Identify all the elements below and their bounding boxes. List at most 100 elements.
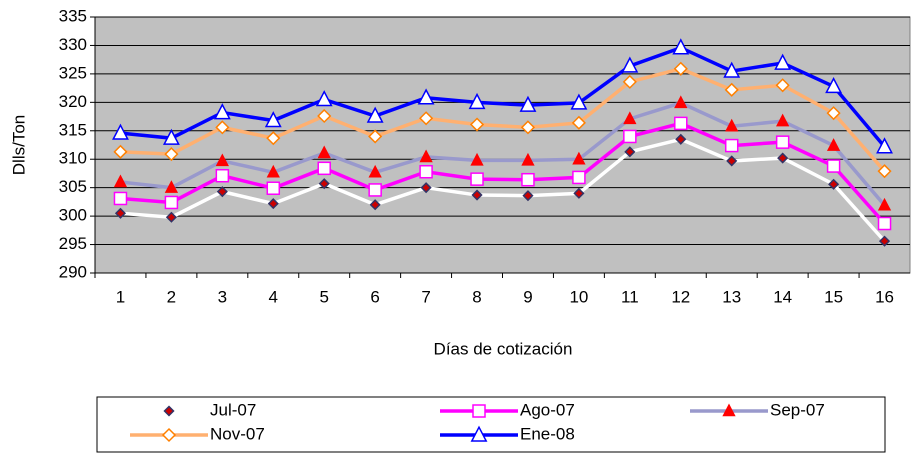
marker <box>162 128 180 145</box>
marker <box>315 90 333 107</box>
legend-box <box>96 396 886 453</box>
marker <box>163 405 175 417</box>
legend-label: Sep-07 <box>770 400 825 419</box>
marker <box>164 195 179 210</box>
marker <box>165 211 177 223</box>
marker <box>369 199 381 211</box>
series-line <box>120 66 886 173</box>
marker <box>470 425 488 442</box>
x-tick-label: 12 <box>671 287 690 306</box>
x-tick-label: 5 <box>319 287 328 306</box>
marker <box>723 61 741 78</box>
marker <box>724 138 739 153</box>
marker <box>521 152 535 166</box>
marker <box>826 106 841 121</box>
y-tick-label: 335 <box>59 6 87 25</box>
marker <box>726 155 738 167</box>
x-tick-label: 11 <box>621 287 639 306</box>
marker <box>469 117 485 132</box>
x-tick-label: 13 <box>722 287 741 306</box>
marker <box>520 120 536 135</box>
marker <box>420 182 432 194</box>
marker <box>673 61 688 76</box>
marker <box>775 135 790 149</box>
marker <box>267 198 279 210</box>
marker <box>876 137 893 154</box>
marker <box>216 186 228 198</box>
y-tick-label: 310 <box>59 149 87 168</box>
marker <box>368 164 382 178</box>
marker <box>519 95 537 112</box>
x-tick-label: 10 <box>569 287 588 306</box>
marker <box>468 92 486 110</box>
marker <box>571 115 586 130</box>
x-tick-label: 6 <box>370 287 379 306</box>
marker <box>522 190 534 202</box>
marker <box>317 161 331 176</box>
marker <box>419 149 433 163</box>
marker <box>776 113 790 127</box>
x-tick-label: 15 <box>824 287 843 306</box>
legend-label: Jul-07 <box>210 400 256 419</box>
marker <box>266 131 281 146</box>
marker <box>318 178 330 190</box>
y-tick-label: 300 <box>59 206 87 225</box>
marker <box>317 108 332 124</box>
x-axis-label: Días de cotización <box>434 339 573 358</box>
y-tick-label: 315 <box>59 120 87 139</box>
marker <box>417 88 435 105</box>
y-tick-label: 290 <box>59 262 87 281</box>
marker <box>213 103 231 120</box>
x-tick-label: 7 <box>421 287 430 306</box>
x-tick-label: 16 <box>875 287 894 306</box>
x-tick-label: 8 <box>472 287 481 306</box>
x-tick-label: 4 <box>269 287 278 306</box>
marker <box>112 123 129 140</box>
marker <box>621 56 639 73</box>
marker <box>113 174 128 188</box>
marker <box>774 53 792 70</box>
marker <box>368 183 382 197</box>
marker <box>368 129 383 144</box>
series-line <box>120 101 886 207</box>
marker <box>622 74 637 89</box>
marker <box>114 207 127 219</box>
marker <box>470 152 484 166</box>
marker <box>570 93 588 110</box>
y-tick-label: 330 <box>59 35 87 54</box>
marker <box>825 76 843 94</box>
marker <box>623 111 637 125</box>
marker <box>161 427 177 443</box>
x-tick-label: 1 <box>116 287 125 306</box>
x-tick-label: 9 <box>523 287 532 306</box>
marker <box>572 170 586 185</box>
marker <box>215 153 229 167</box>
series-line <box>120 121 886 225</box>
marker <box>266 164 280 178</box>
marker <box>672 38 690 55</box>
marker <box>419 111 434 126</box>
marker <box>675 133 687 145</box>
marker <box>724 82 739 97</box>
marker <box>470 172 484 186</box>
marker <box>266 181 281 195</box>
marker <box>366 106 384 123</box>
marker <box>775 78 790 93</box>
marker <box>877 164 892 179</box>
marker <box>777 152 789 164</box>
marker <box>264 111 282 128</box>
marker <box>828 178 840 190</box>
marker <box>521 172 535 187</box>
marker <box>573 187 585 199</box>
marker <box>164 180 179 193</box>
marker <box>215 120 230 135</box>
marker <box>877 197 892 211</box>
legend-label: Ene-08 <box>520 424 575 443</box>
y-tick-label: 295 <box>59 234 87 253</box>
marker <box>674 116 688 131</box>
series-line <box>120 137 886 243</box>
marker <box>877 216 892 231</box>
marker <box>471 189 483 201</box>
marker <box>722 403 736 417</box>
